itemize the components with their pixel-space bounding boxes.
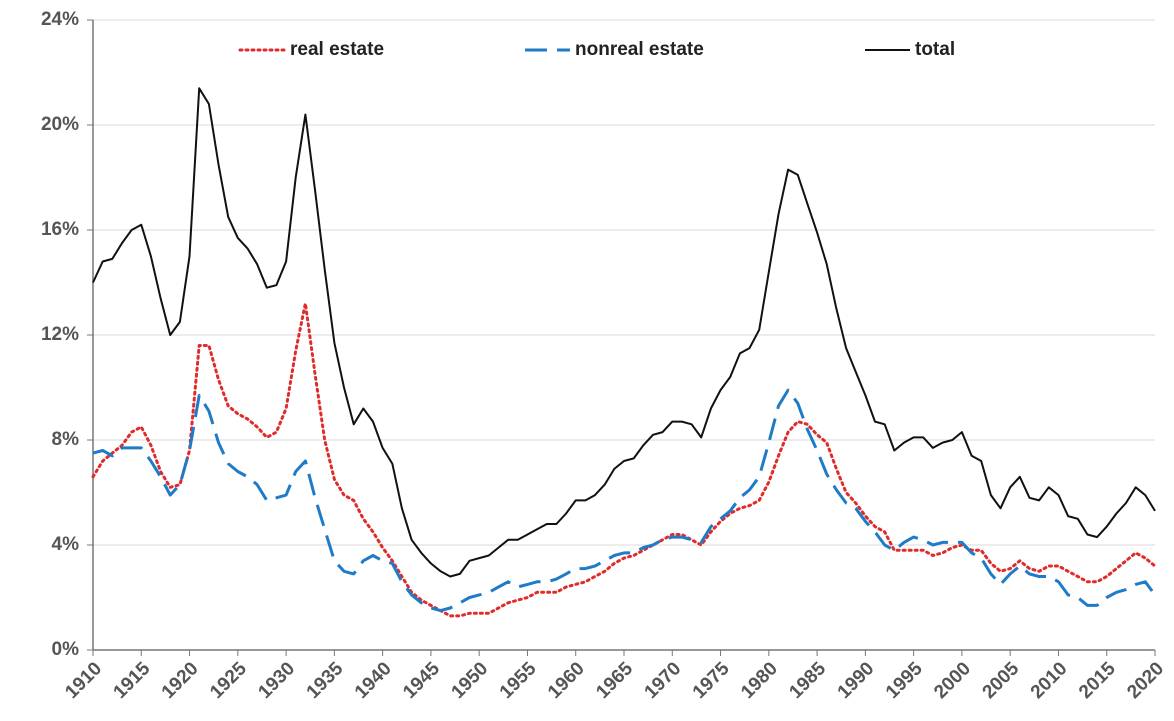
y-tick-label: 8% — [52, 429, 80, 450]
x-tick-label: 1920 — [158, 658, 203, 703]
x-tick-label: 1915 — [110, 658, 155, 703]
y-tick-label: 20% — [41, 114, 79, 135]
x-tick-label: 1930 — [254, 658, 299, 703]
x-tick-label: 2015 — [1075, 658, 1120, 703]
x-tick-label: 1965 — [592, 658, 637, 703]
y-tick-label: 16% — [41, 219, 79, 240]
x-tick-label: 1995 — [882, 658, 927, 703]
series-line — [91, 302, 1157, 618]
x-tick-label: 2005 — [979, 658, 1024, 703]
x-tick-label: 1975 — [689, 658, 734, 703]
x-tick-label: 1935 — [303, 658, 348, 703]
legend-text: real estate — [290, 39, 384, 60]
series-line — [92, 87, 1156, 578]
legend-text: total — [915, 39, 955, 60]
series-line — [92, 388, 1157, 613]
x-tick-label: 2000 — [930, 658, 975, 703]
x-tick-label: 1910 — [61, 658, 106, 703]
y-tick-label: 4% — [52, 534, 80, 555]
x-tick-label: 2020 — [1123, 658, 1168, 703]
x-tick-label: 1950 — [448, 658, 493, 703]
legend-text: nonreal estate — [575, 39, 704, 60]
x-tick-label: 1960 — [544, 658, 589, 703]
x-tick-label: 1955 — [496, 658, 541, 703]
y-tick-label: 0% — [52, 639, 80, 660]
x-tick-label: 1970 — [641, 658, 686, 703]
x-tick-label: 1940 — [351, 658, 396, 703]
x-tick-label: 1945 — [399, 658, 444, 703]
y-tick-label: 12% — [41, 324, 79, 345]
x-tick-label: 2010 — [1027, 658, 1072, 703]
y-tick-label: 24% — [41, 9, 79, 30]
x-tick-label: 1990 — [834, 658, 879, 703]
x-tick-label: 1985 — [785, 658, 830, 703]
x-tick-label: 1980 — [737, 658, 782, 703]
x-tick-label: 1925 — [206, 658, 251, 703]
